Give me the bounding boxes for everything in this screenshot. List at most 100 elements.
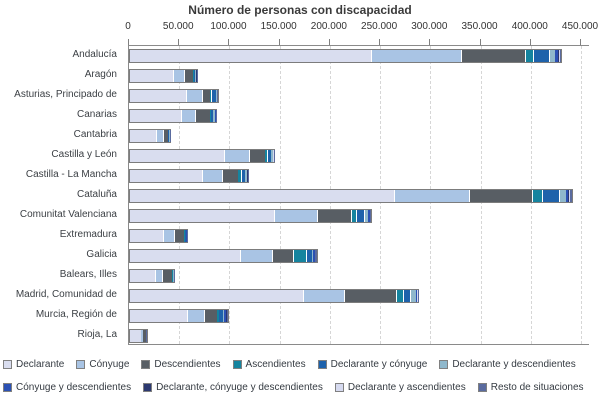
bar-segment: [195, 70, 197, 82]
bar-segment: [187, 310, 205, 322]
bar-row: [129, 249, 318, 263]
bar-segment: [565, 190, 569, 202]
bar-segment: [272, 250, 294, 262]
bar-segment: [130, 310, 188, 322]
legend-swatch: [477, 383, 487, 392]
bar-segment: [245, 170, 247, 182]
axis-tick-label: 350.000: [461, 21, 498, 32]
bar-segment: [217, 310, 220, 322]
bar-segment: [240, 170, 246, 182]
bar-segment: [210, 90, 212, 102]
axis-tick-label: 300.000: [411, 21, 448, 32]
legend-item: Declarante: [3, 359, 64, 370]
bar-row: [129, 49, 562, 63]
legend-label: Cónyuge y descendientes: [16, 382, 132, 393]
bar-segment: [238, 170, 241, 182]
legend-label: Cónyuge: [89, 359, 130, 370]
bar-segment: [273, 150, 275, 162]
bar-row: [129, 269, 176, 283]
bar-segment: [161, 270, 173, 282]
bar-segment: [558, 50, 560, 62]
axis-tick-mark: [379, 39, 381, 45]
bar-segment: [180, 110, 196, 122]
stacked-bar: [129, 149, 276, 163]
legend-swatch: [141, 360, 151, 369]
axis-tick-mark: [328, 39, 330, 45]
bar-segment: [130, 210, 274, 222]
bar-segment: [371, 50, 462, 62]
legend-label: Descendientes: [154, 359, 221, 370]
stacked-bar: [129, 169, 250, 183]
bar-segment: [222, 170, 239, 182]
axis-tick-mark: [580, 39, 581, 45]
bar-segment: [267, 150, 272, 162]
legend-item: Cónyuge y descendientes: [3, 382, 131, 393]
bar-segment: [247, 170, 249, 182]
bar-segment: [555, 50, 559, 62]
bar-segment: [130, 150, 225, 162]
bar-segment: [461, 50, 525, 62]
bar-segment: [559, 50, 561, 62]
legend-swatch: [143, 383, 153, 392]
region-label: Castilla - La Mancha: [25, 169, 117, 180]
bar-row: [129, 329, 148, 343]
bar-segment: [193, 70, 196, 82]
bar-segment: [568, 190, 570, 202]
region-label: Extremadura: [59, 229, 117, 240]
stacked-bar: [129, 249, 318, 263]
legend-swatch: [317, 360, 327, 369]
y-axis-labels: Andalucía Aragón Asturias, Principado de Ca…: [0, 45, 123, 345]
axis-tick-mark: [128, 39, 129, 45]
chart-title: Número de personas con discapacidad: [188, 3, 412, 17]
bar-segment: [350, 210, 357, 222]
region-label: Rioja, La: [77, 329, 117, 340]
stacked-bar: [129, 69, 199, 83]
bar-segment: [130, 250, 241, 262]
bar-segment: [202, 170, 223, 182]
stacked-bar: [129, 309, 230, 323]
bar-segment: [395, 290, 404, 302]
bar-segment: [558, 190, 566, 202]
legend-swatch: [334, 383, 344, 392]
region-label: Andalucía: [72, 49, 117, 60]
gridline: [581, 46, 582, 344]
bar-segment: [130, 50, 372, 62]
bar-row: [129, 169, 250, 183]
bar-segment: [271, 150, 273, 162]
bar-segment: [209, 110, 212, 122]
legend-item: Declarante y descendientes: [439, 359, 576, 370]
region-label: Comunitat Valenciana: [19, 209, 117, 220]
bar-segment: [533, 50, 549, 62]
legend-item: Declarante, cónyuge y descendientes: [143, 382, 323, 393]
bar-segment: [417, 290, 419, 302]
bar-segment: [130, 270, 156, 282]
legend-item: Declarante y ascendientes: [334, 382, 466, 393]
bar-segment: [130, 130, 157, 142]
region-label: Balears, Illes: [59, 269, 117, 280]
bar-segment: [356, 210, 365, 222]
legend-swatch: [3, 360, 12, 369]
bar-segment: [130, 110, 181, 122]
bar-segment: [469, 190, 532, 202]
legend-item: Descendientes: [141, 359, 221, 370]
bar-row: [129, 149, 276, 163]
legend-label: Declarante y descendientes: [452, 359, 576, 370]
bar-segment: [196, 70, 198, 82]
bar-segment: [130, 170, 203, 182]
bar-segment: [416, 290, 418, 302]
bar-segment: [167, 130, 169, 142]
bar-segment: [273, 210, 318, 222]
bar-segment: [226, 310, 229, 322]
axis-tick-label: 50.000: [162, 21, 194, 32]
bar-segment: [195, 110, 210, 122]
axis-tick-label: 250.000: [361, 21, 398, 32]
bar-segment: [264, 150, 268, 162]
stacked-bar: [129, 129, 172, 143]
bar-segment: [219, 310, 223, 322]
bar-row: [129, 209, 372, 223]
legend-swatch: [232, 360, 242, 369]
bar-segment: [183, 230, 185, 242]
legend-swatch: [439, 360, 449, 369]
region-label: Cataluña: [76, 189, 117, 200]
